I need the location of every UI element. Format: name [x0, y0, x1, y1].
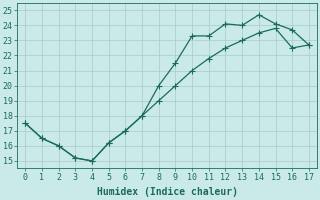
X-axis label: Humidex (Indice chaleur): Humidex (Indice chaleur) — [97, 187, 237, 197]
